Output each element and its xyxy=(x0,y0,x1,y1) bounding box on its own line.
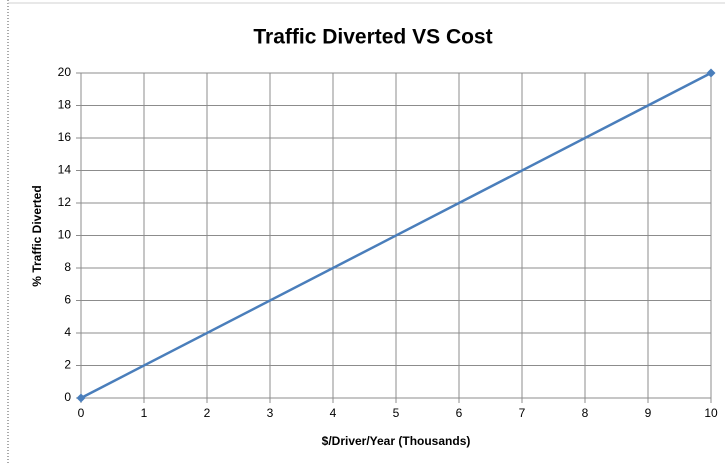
marker xyxy=(76,393,86,403)
x-tick-label: 0 xyxy=(78,406,85,420)
y-tick-label: 6 xyxy=(64,293,71,307)
y-tick-label: 10 xyxy=(58,228,72,242)
y-tick-label: 8 xyxy=(64,260,71,274)
y-tick-label: 20 xyxy=(58,65,72,79)
x-tick-label: 4 xyxy=(330,406,337,420)
chart-title: Traffic Diverted VS Cost xyxy=(253,26,492,49)
series-line xyxy=(80,71,712,400)
x-tick-label: 1 xyxy=(141,406,148,420)
x-tick-label: 6 xyxy=(456,406,463,420)
y-tick-label: 2 xyxy=(64,358,71,372)
x-tick-label: 10 xyxy=(704,406,718,420)
y-tick-label: 18 xyxy=(58,98,72,112)
marker xyxy=(706,68,716,78)
y-tick-label: 4 xyxy=(64,325,71,339)
x-tick-label: 2 xyxy=(204,406,211,420)
y-tick-label: 14 xyxy=(58,163,72,177)
x-tick-label: 3 xyxy=(267,406,274,420)
x-tick-label: 5 xyxy=(393,406,400,420)
y-axis-label: % Traffic Diverted xyxy=(30,185,44,286)
x-tick-label: 8 xyxy=(582,406,589,420)
x-tick-label: 9 xyxy=(645,406,652,420)
y-tick-label: 12 xyxy=(58,195,72,209)
x-axis-label: $/Driver/Year (Thousands) xyxy=(322,434,471,448)
y-tick-label: 16 xyxy=(58,130,72,144)
y-tick-label: 0 xyxy=(64,390,71,404)
plot-border xyxy=(80,72,712,399)
x-tick-label: 7 xyxy=(519,406,526,420)
